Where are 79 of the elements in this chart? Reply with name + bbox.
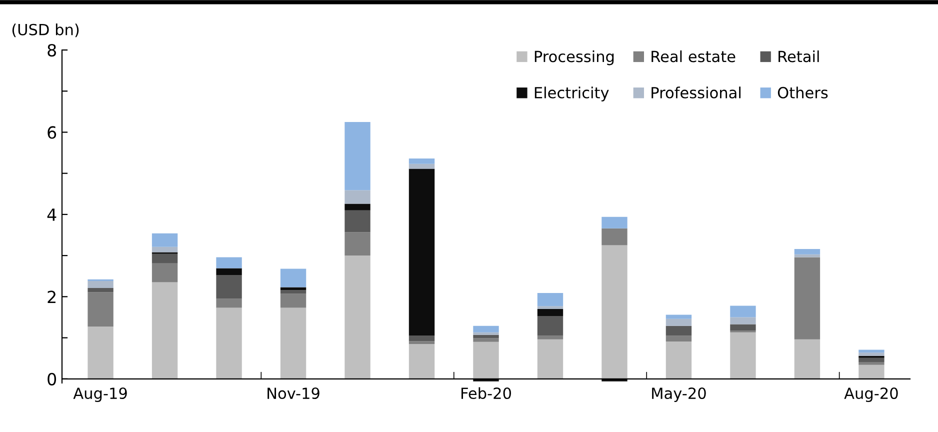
legend-label: Electricity [534, 86, 609, 102]
bar [88, 292, 114, 327]
bar [216, 275, 242, 299]
x-tick-label: Nov-19 [268, 387, 320, 400]
bar [537, 339, 564, 379]
bar [216, 298, 242, 308]
bar [666, 341, 692, 379]
bar [280, 308, 306, 379]
bar [408, 168, 435, 336]
bar [858, 364, 884, 379]
bar [280, 290, 306, 294]
bar [858, 350, 884, 353]
bar [473, 342, 499, 379]
bar [216, 308, 242, 379]
bar [408, 158, 435, 164]
bar [602, 216, 628, 228]
bar [152, 246, 178, 252]
bar [216, 257, 242, 268]
bar [537, 336, 564, 340]
bar [152, 254, 178, 264]
legend-label: Processing [534, 50, 614, 66]
bar [858, 352, 884, 356]
bar [280, 287, 306, 290]
y-axis-title: (USD bn) [12, 24, 79, 38]
y-tick-label: 8 [48, 44, 56, 57]
bar [858, 362, 884, 365]
bar [666, 336, 692, 342]
bar [216, 268, 242, 276]
bar [666, 318, 692, 326]
bar [344, 232, 370, 256]
y-tick-label: 4 [47, 208, 56, 221]
bar [408, 341, 435, 344]
bar [794, 339, 820, 379]
bar [408, 164, 435, 169]
bar [88, 288, 114, 292]
bar [344, 122, 370, 190]
x-tick-label: Aug-19 [73, 387, 127, 402]
bar [537, 309, 564, 316]
bar [858, 358, 884, 362]
bar [88, 281, 114, 288]
bar [473, 332, 499, 335]
bar [88, 326, 114, 379]
bar [473, 338, 499, 342]
bar [473, 326, 499, 332]
bar [537, 316, 564, 336]
bar [537, 306, 564, 309]
bar [730, 317, 756, 324]
bar [473, 334, 499, 338]
bar [280, 294, 306, 308]
bar [344, 256, 370, 379]
bar [152, 263, 178, 282]
bar [666, 326, 692, 336]
bar [537, 292, 564, 306]
bar [602, 245, 628, 379]
legend-label: Real estate [652, 50, 736, 62]
x-tick-label: Feb-20 [462, 387, 511, 400]
bar [730, 332, 756, 379]
bar [794, 248, 820, 254]
bar [602, 228, 628, 246]
y-tick-label: 2 [48, 290, 56, 303]
bar [794, 257, 820, 340]
bar [152, 282, 178, 379]
y-tick-label: 0 [48, 372, 56, 386]
y-tick-label: 6 [48, 126, 56, 139]
bar [152, 233, 178, 247]
bar [344, 190, 370, 204]
bar [730, 306, 756, 318]
bar [280, 268, 306, 288]
bar [344, 210, 370, 232]
bar [666, 314, 692, 319]
bar [408, 336, 435, 342]
x-tick-label: Aug-20 [844, 387, 898, 402]
legend-label: Others [778, 86, 828, 98]
x-tick-label: May-20 [652, 387, 706, 402]
bar [730, 324, 756, 331]
bar [408, 344, 435, 379]
bar [344, 204, 370, 210]
legend-label: Professional [652, 86, 740, 98]
legend-label: Retail [778, 50, 819, 62]
